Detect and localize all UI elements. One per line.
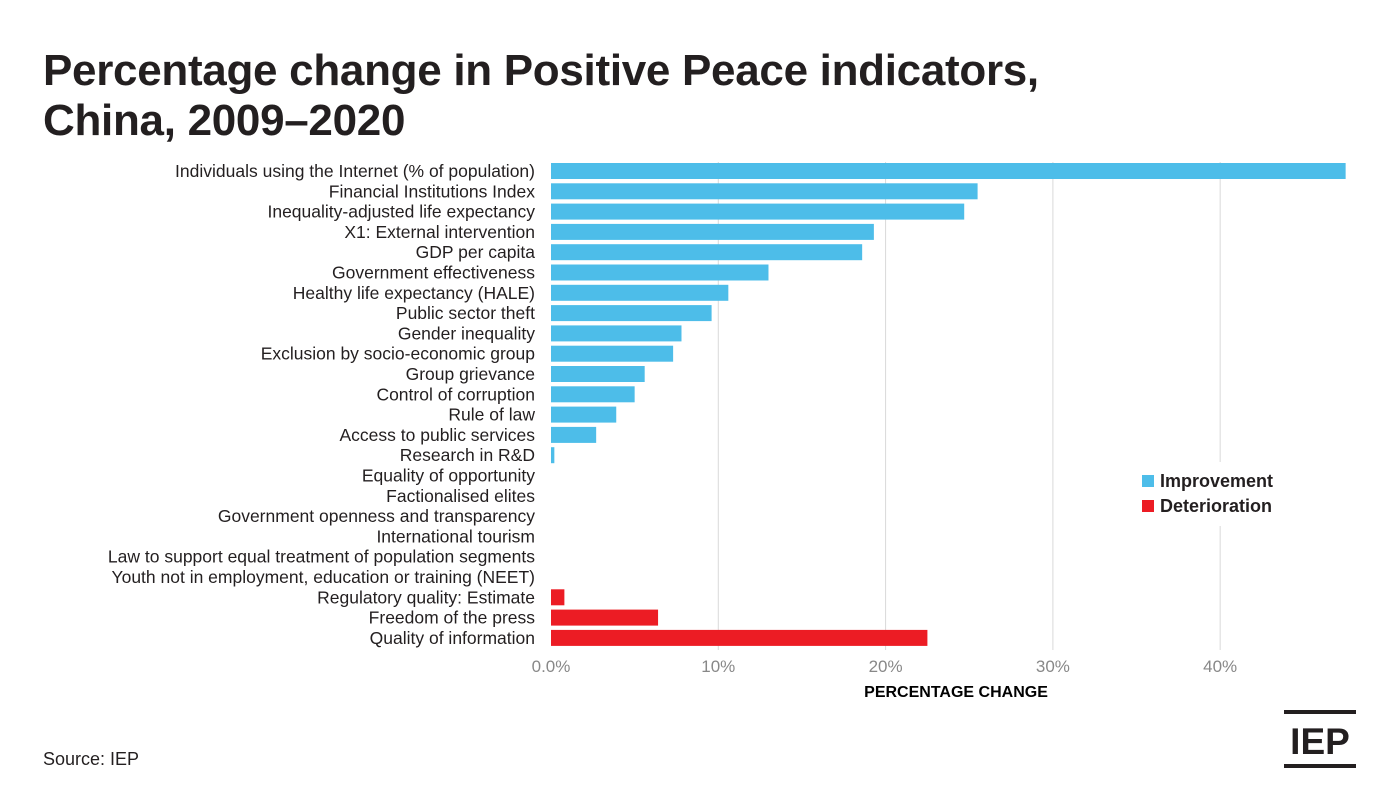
bar bbox=[551, 629, 928, 646]
category-label: Individuals using the Internet (% of pop… bbox=[175, 161, 535, 181]
x-tick-label: 10% bbox=[701, 657, 735, 676]
bar bbox=[551, 366, 645, 382]
bar bbox=[551, 406, 617, 423]
category-label: Law to support equal treatment of popula… bbox=[108, 547, 535, 567]
category-label: Equality of opportunity bbox=[362, 466, 535, 486]
bar bbox=[551, 447, 555, 464]
category-label: GDP per capita bbox=[416, 242, 536, 262]
category-label: Government openness and transparency bbox=[218, 506, 535, 526]
category-label: X1: External intervention bbox=[344, 222, 535, 242]
category-label: Control of corruption bbox=[376, 384, 535, 404]
category-label: International tourism bbox=[376, 526, 535, 546]
category-label: Factionalised elites bbox=[386, 486, 535, 506]
bar bbox=[551, 223, 874, 240]
x-tick-label: 30% bbox=[1036, 657, 1070, 676]
bar bbox=[551, 183, 978, 200]
category-label: Youth not in employment, education or tr… bbox=[112, 567, 535, 587]
bar bbox=[551, 203, 965, 220]
iep-logo: IEP bbox=[1284, 710, 1356, 768]
category-label: Inequality-adjusted life expectancy bbox=[267, 202, 535, 222]
x-axis-title: PERCENTAGE CHANGE bbox=[864, 684, 1048, 701]
legend-background bbox=[1134, 462, 1310, 526]
category-label: Rule of law bbox=[448, 405, 535, 425]
chart-title: Percentage change in Positive Peace indi… bbox=[43, 46, 1243, 146]
x-tick-label: 0.0% bbox=[532, 657, 571, 676]
category-label: Group grievance bbox=[406, 364, 535, 384]
chart-title-line-1: Percentage change in Positive Peace indi… bbox=[43, 46, 1039, 95]
bar bbox=[551, 325, 682, 342]
bar bbox=[551, 426, 597, 443]
category-label: Access to public services bbox=[340, 425, 536, 445]
legend-swatch-deterioration bbox=[1142, 500, 1154, 512]
iep-logo-text: IEP bbox=[1290, 721, 1350, 762]
category-label: Healthy life expectancy (HALE) bbox=[293, 283, 535, 303]
bar bbox=[551, 589, 565, 606]
bar bbox=[551, 609, 659, 626]
bar bbox=[551, 264, 769, 281]
category-label: Regulatory quality: Estimate bbox=[317, 587, 535, 607]
bar bbox=[551, 386, 635, 403]
bar bbox=[551, 163, 1346, 179]
category-label: Freedom of the press bbox=[369, 608, 536, 628]
x-tick-label: 40% bbox=[1203, 657, 1237, 676]
category-label: Research in R&D bbox=[400, 445, 535, 465]
legend-label-deterioration: Deterioration bbox=[1160, 496, 1272, 516]
bar bbox=[551, 244, 863, 261]
category-label: Financial Institutions Index bbox=[329, 181, 535, 201]
category-label: Gender inequality bbox=[398, 323, 535, 343]
category-label: Quality of information bbox=[370, 628, 535, 648]
x-tick-label: 20% bbox=[869, 657, 903, 676]
chart-title-line-2: China, 2009–2020 bbox=[43, 96, 406, 145]
source-note: Source: IEP bbox=[43, 749, 140, 769]
bar bbox=[551, 305, 712, 322]
bar bbox=[551, 345, 674, 362]
legend-swatch-improvement bbox=[1142, 475, 1154, 487]
bar bbox=[551, 284, 729, 301]
legend-label-improvement: Improvement bbox=[1160, 471, 1273, 491]
category-label: Public sector theft bbox=[396, 303, 535, 323]
category-label: Government effectiveness bbox=[332, 263, 535, 283]
category-label: Exclusion by socio-economic group bbox=[261, 344, 535, 364]
